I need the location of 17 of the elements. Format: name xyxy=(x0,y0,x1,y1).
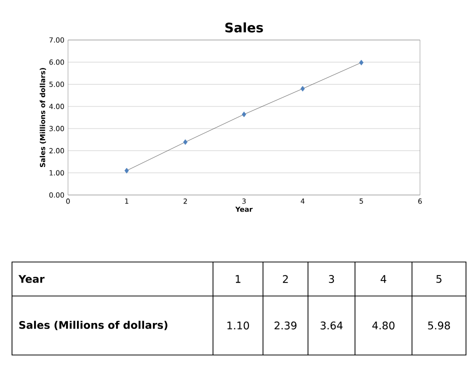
text: 3 xyxy=(328,275,334,283)
text: Sales (Millions of dollars) xyxy=(19,320,168,330)
text: 4 xyxy=(380,275,386,283)
text: 5 xyxy=(436,275,442,283)
text: 2 xyxy=(282,275,288,283)
point xyxy=(183,139,188,145)
point xyxy=(359,60,364,66)
text: 4.80 xyxy=(372,322,394,330)
text: 5.98 xyxy=(428,322,450,330)
chart-title: Sales xyxy=(225,22,263,32)
point xyxy=(242,112,246,118)
text: 2.39 xyxy=(274,322,296,330)
text: Year xyxy=(18,275,45,283)
text: 3.64 xyxy=(320,322,343,330)
text: 1.10 xyxy=(227,322,249,330)
point xyxy=(124,168,129,174)
text: 1 xyxy=(236,275,240,283)
